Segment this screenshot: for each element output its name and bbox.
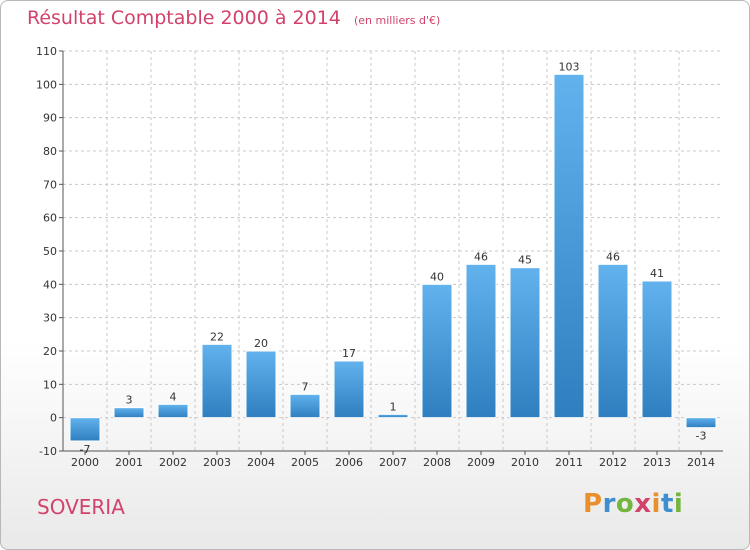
axes: -10 0 10 20 30 40 50 60 70 80 90 100 110 2000 2001 2002…	[36, 45, 723, 469]
brand-letter: i	[673, 489, 684, 519]
bar-value-label: 40	[430, 270, 444, 283]
x-tick-label: 2003	[203, 456, 231, 469]
y-tick-label: 110	[36, 45, 57, 58]
x-tick-label: 2010	[511, 456, 539, 469]
x-tick-label: 2005	[291, 456, 319, 469]
bar	[377, 413, 409, 419]
x-tick-label: 2006	[335, 456, 363, 469]
bar-value-label: 46	[474, 250, 488, 263]
x-tick-label: 2004	[247, 456, 275, 469]
y-tick-label: 80	[43, 145, 57, 158]
bar	[201, 343, 233, 419]
bar	[685, 417, 717, 429]
y-tick-label: 10	[43, 378, 57, 391]
y-tick-label: 50	[43, 245, 57, 258]
x-tick-label: 2012	[599, 456, 627, 469]
bar	[157, 403, 189, 419]
bar-value-label: 45	[518, 254, 532, 267]
chart-title: Résultat Comptable 2000 à 2014	[27, 7, 341, 29]
bar	[597, 263, 629, 419]
place-name: SOVERIA	[37, 495, 125, 519]
bar-value-label: 7	[302, 380, 309, 393]
x-tick-label: 2000	[71, 456, 99, 469]
y-tick-label: 20	[43, 345, 57, 358]
bar	[641, 280, 673, 419]
value-labels: -7 3 4 22 20 7 17 1 40 46 45 103 46 41 -3	[80, 60, 707, 456]
x-tick-label: 2007	[379, 456, 407, 469]
bar-value-label: 103	[559, 60, 580, 73]
y-tick-label: 100	[36, 78, 57, 91]
bar-value-label: -7	[80, 443, 91, 456]
bar-value-label: 4	[170, 390, 177, 403]
y-tick-label: 0	[50, 412, 57, 425]
bar	[333, 360, 365, 419]
bar-value-label: 20	[254, 337, 268, 350]
y-tick-label: 70	[43, 178, 57, 191]
brand-letter: P	[583, 489, 603, 519]
brand-letter: i	[651, 489, 661, 519]
brand-logo: Proxiti	[583, 489, 683, 519]
bar	[69, 417, 101, 442]
bar-value-label: 22	[210, 330, 224, 343]
x-tick-label: 2002	[159, 456, 187, 469]
x-tick-label: 2009	[467, 456, 495, 469]
bar-value-label: 46	[606, 250, 620, 263]
brand-letter: r	[602, 489, 616, 519]
y-tick-label: 60	[43, 212, 57, 225]
y-tick-label: 40	[43, 278, 57, 291]
x-tick-label: 2014	[687, 456, 715, 469]
brand-letter: x	[634, 489, 652, 519]
bar	[113, 407, 145, 419]
bar-value-label: 1	[390, 400, 397, 413]
y-tick-label: 90	[43, 112, 57, 125]
y-tick-label: 30	[43, 312, 57, 325]
x-tick-label: 2013	[643, 456, 671, 469]
bar	[421, 283, 453, 419]
bar-value-label: 17	[342, 347, 356, 360]
bar-value-label: 41	[650, 267, 664, 280]
bar-value-label: -3	[696, 430, 707, 443]
brand-letter: t	[660, 489, 674, 519]
bar-value-label: 3	[126, 394, 133, 407]
x-tick-label: 2011	[555, 456, 583, 469]
x-tick-label: 2001	[115, 456, 143, 469]
bar	[509, 267, 541, 419]
y-tick-label: -10	[39, 445, 57, 458]
bars	[69, 73, 717, 442]
bar	[465, 263, 497, 419]
chart-title-row: Résultat Comptable 2000 à 2014 (en milli…	[27, 7, 440, 29]
bar	[289, 393, 321, 419]
bar	[553, 73, 585, 419]
x-tick-label: 2008	[423, 456, 451, 469]
chart-subtitle: (en milliers d'€)	[353, 14, 441, 27]
bar	[245, 350, 277, 419]
brand-letter: o	[615, 489, 635, 519]
